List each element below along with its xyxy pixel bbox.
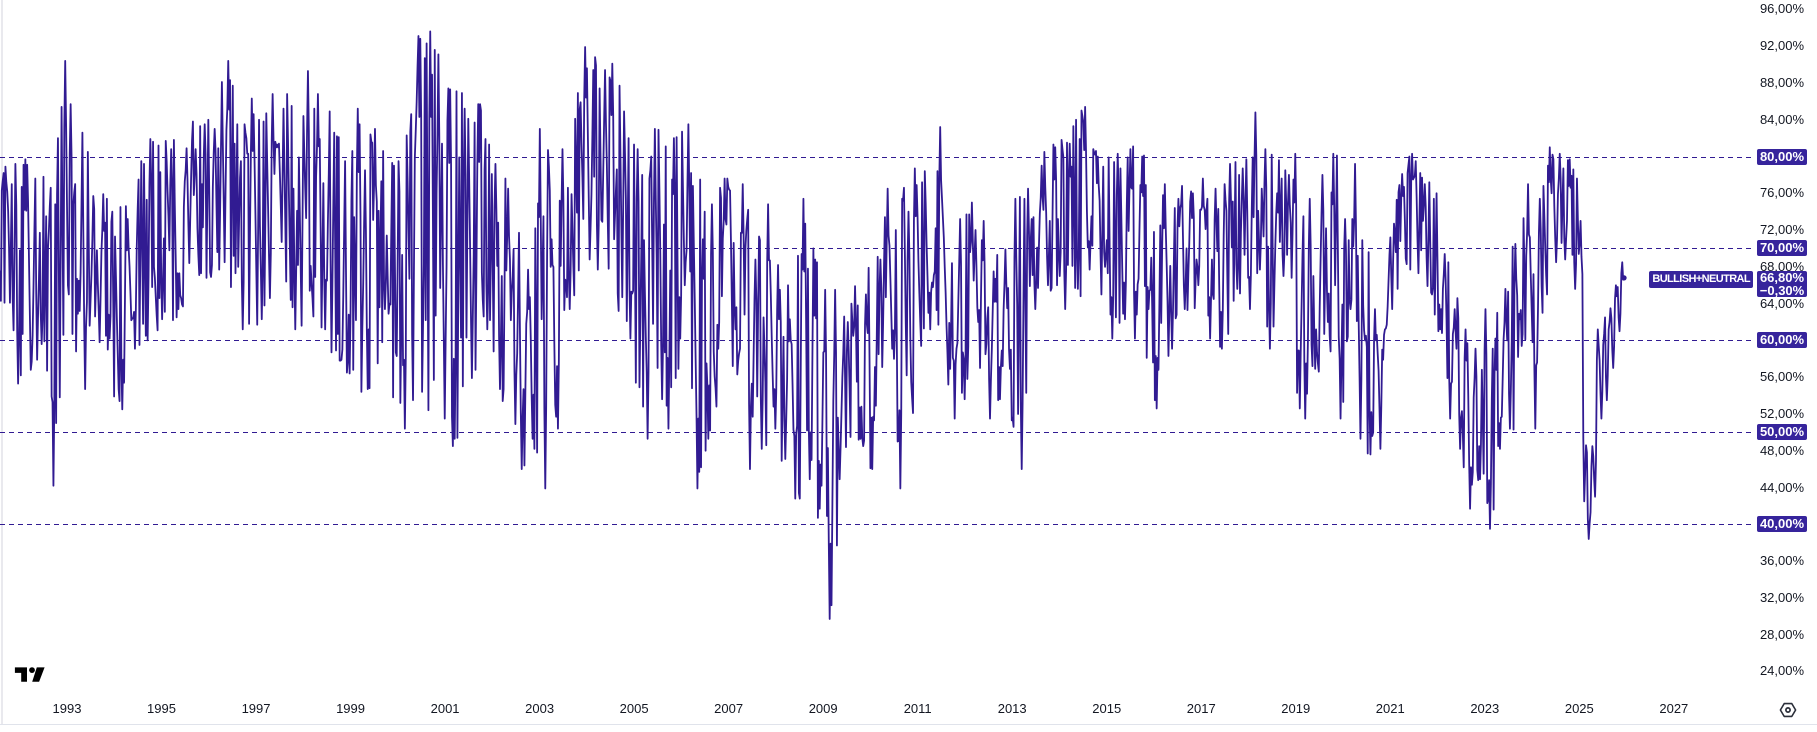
- price-axis-label: 44,00%: [1759, 479, 1805, 495]
- pane-left-edge: [1, 0, 3, 724]
- time-axis-label: 2015: [1092, 701, 1122, 716]
- time-axis-label: 2027: [1659, 701, 1689, 716]
- last-value-badge: 66,80% −0,30%: [1757, 271, 1807, 297]
- time-axis-label: 2023: [1470, 701, 1500, 716]
- time-axis-label: 2021: [1375, 701, 1405, 716]
- price-axis-label: 52,00%: [1759, 405, 1805, 421]
- time-axis-label: 2019: [1281, 701, 1311, 716]
- logo-glyph-dot: [29, 667, 35, 673]
- price-axis-label: 24,00%: [1759, 663, 1805, 679]
- tradingview-logo[interactable]: [14, 665, 50, 687]
- last-change-text: −0,30%: [1759, 283, 1805, 298]
- series-label-badge: BULLISH+NEUTRAL: [1649, 271, 1753, 288]
- logo-glyph-one: [14, 667, 27, 682]
- last-point-marker: [1621, 275, 1627, 281]
- hexagon-dot: [1785, 707, 1791, 713]
- last-value-text: 66,80%: [1759, 270, 1805, 285]
- price-axis-label: 72,00%: [1759, 222, 1805, 238]
- time-axis-label: 1997: [241, 701, 271, 716]
- time-axis-label: 1993: [52, 701, 82, 716]
- price-axis-label: 88,00%: [1759, 74, 1805, 90]
- time-axis-label: 2009: [808, 701, 838, 716]
- price-axis-label: 84,00%: [1759, 111, 1805, 127]
- price-level-badge: 50,00%: [1757, 424, 1807, 441]
- price-axis-label: 64,00%: [1759, 295, 1805, 311]
- price-axis-label: 32,00%: [1759, 589, 1805, 605]
- time-axis-label: 2007: [714, 701, 744, 716]
- time-axis-label: 2001: [430, 701, 460, 716]
- price-axis-label: 76,00%: [1759, 185, 1805, 201]
- price-axis-label: 68,00%: [1759, 258, 1805, 274]
- time-axis-label: 1999: [336, 701, 365, 716]
- logo-glyph-seven: [32, 667, 45, 682]
- price-level-badge: 60,00%: [1757, 332, 1807, 349]
- price-level-badge: 70,00%: [1757, 240, 1807, 257]
- time-axis-label: 2005: [619, 701, 649, 716]
- price-axis-label: 28,00%: [1759, 626, 1805, 642]
- hexagon-outline: [1779, 702, 1797, 718]
- price-axis-label: 56,00%: [1759, 369, 1805, 385]
- time-axis-label: 2013: [997, 701, 1027, 716]
- time-axis-separator: [0, 724, 1817, 725]
- time-axis-label: 2003: [525, 701, 555, 716]
- price-scale-settings-icon[interactable]: [1779, 702, 1797, 718]
- price-axis-label: 92,00%: [1759, 38, 1805, 54]
- time-axis-label: 2025: [1564, 701, 1594, 716]
- price-level-badge: 40,00%: [1757, 516, 1807, 533]
- price-axis-label: 48,00%: [1759, 442, 1805, 458]
- time-axis-label: 1995: [147, 701, 176, 716]
- time-axis-label: 2011: [903, 701, 932, 716]
- time-axis-label: 2017: [1186, 701, 1216, 716]
- price-axis-label: 96,00%: [1759, 1, 1805, 17]
- price-axis-label: 36,00%: [1759, 553, 1805, 569]
- series-line[interactable]: [0, 30, 1625, 620]
- price-level-badge: 80,00%: [1757, 148, 1807, 165]
